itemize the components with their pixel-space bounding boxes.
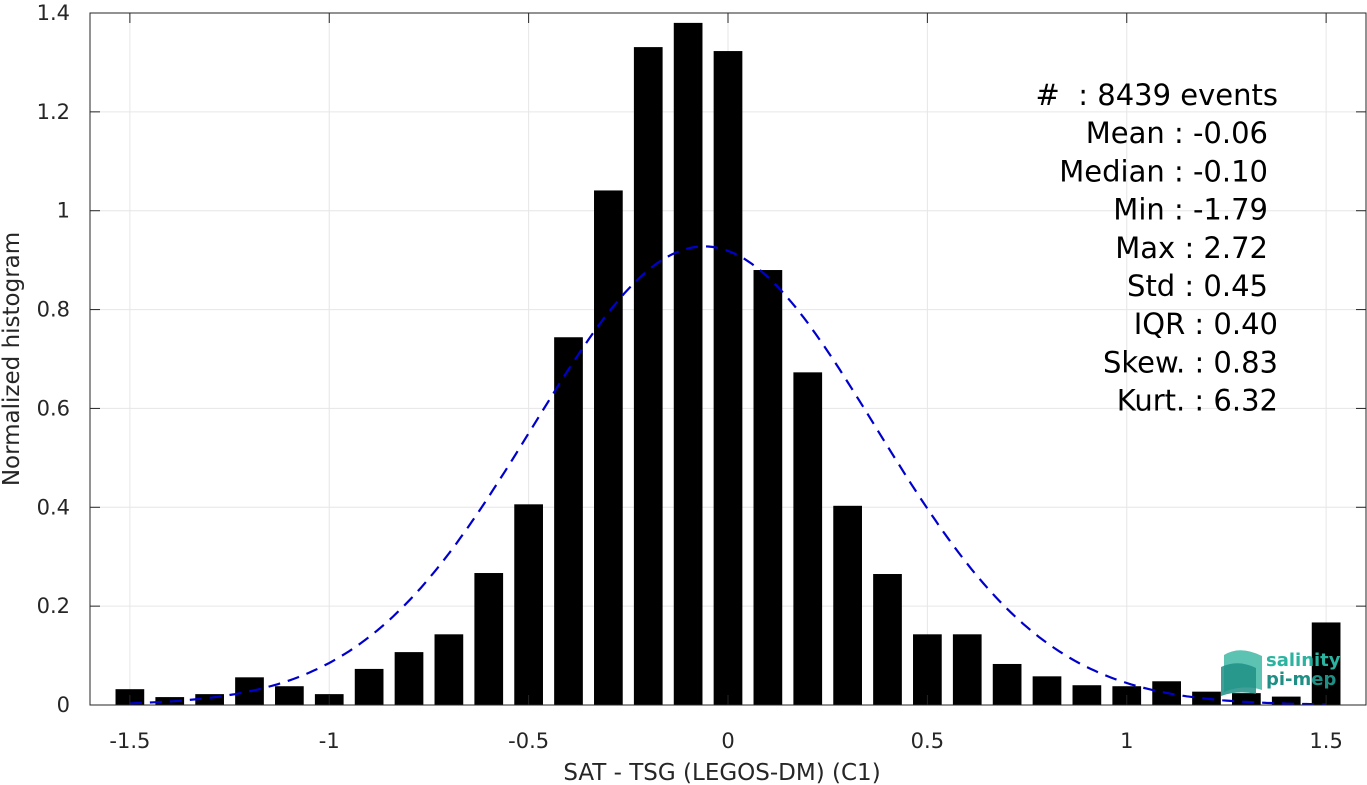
stat-line: # : 8439 events bbox=[1036, 78, 1278, 112]
y-tick-label: 1.4 bbox=[37, 1, 70, 25]
histogram-bar bbox=[1072, 685, 1102, 705]
histogram-bar bbox=[753, 270, 783, 705]
stat-line: Kurt. : 6.32 bbox=[1117, 384, 1278, 418]
y-tick-label: 0 bbox=[57, 693, 70, 717]
histogram-bar bbox=[434, 634, 464, 705]
histogram-bar bbox=[992, 663, 1022, 705]
histogram-bar bbox=[554, 337, 583, 705]
y-axis-label: Normalized histogram bbox=[0, 232, 25, 486]
histogram-bar bbox=[275, 686, 304, 705]
y-tick-label: 0.4 bbox=[37, 495, 70, 519]
y-tick-labels: 0 0.2 0.4 0.6 0.8 1 1.2 1.4 bbox=[37, 1, 70, 717]
stat-line: Mean : -0.06 bbox=[1086, 116, 1268, 150]
histogram-bar bbox=[394, 652, 424, 705]
gaussian-fit-curve bbox=[129, 245, 1327, 706]
logo-line-1: salinity bbox=[1266, 650, 1341, 671]
x-tick-label: 0 bbox=[721, 729, 734, 753]
histogram-bar bbox=[1271, 696, 1301, 705]
y-tick-label: 1 bbox=[57, 199, 70, 223]
histogram-bar bbox=[793, 372, 823, 705]
histogram-bar bbox=[713, 51, 743, 706]
x-axis-label: SAT - TSG (LEGOS-DM) (C1) bbox=[563, 760, 880, 785]
y-tick-label: 1.2 bbox=[37, 100, 70, 124]
histogram-bar bbox=[913, 634, 942, 705]
histogram-bar bbox=[673, 22, 703, 705]
x-tick-label: 1 bbox=[1120, 729, 1133, 753]
y-tick-label: 0.8 bbox=[37, 298, 70, 322]
stat-line: Max : 2.72 bbox=[1115, 231, 1268, 265]
axis-ticks bbox=[90, 12, 1366, 706]
histogram-bar bbox=[1032, 676, 1062, 705]
stat-line: Skew. : 0.83 bbox=[1103, 345, 1278, 379]
x-tick-label: -0.5 bbox=[508, 729, 549, 753]
histogram-bar bbox=[354, 668, 384, 705]
x-tick-labels: -1.5 -1 -0.5 0 0.5 1 1.5 bbox=[109, 729, 1342, 753]
y-tick-label: 0.6 bbox=[37, 396, 70, 420]
x-tick-label: 0.5 bbox=[911, 729, 944, 753]
histogram-bar bbox=[1232, 693, 1261, 705]
histogram-bar bbox=[474, 573, 504, 705]
stat-line: IQR : 0.40 bbox=[1134, 307, 1278, 341]
histogram-bar bbox=[833, 505, 862, 705]
logo-line-2: pi-mep bbox=[1266, 669, 1336, 690]
histogram-bar bbox=[952, 634, 982, 705]
histogram-bar bbox=[633, 47, 663, 705]
x-tick-label: -1.5 bbox=[109, 729, 150, 753]
stat-line: Median : -0.10 bbox=[1059, 154, 1268, 188]
x-tick-label: 1.5 bbox=[1309, 729, 1342, 753]
histogram-bar bbox=[594, 190, 623, 705]
histogram-bar bbox=[514, 504, 543, 705]
x-tick-label: -1 bbox=[319, 729, 340, 753]
logo-wave-icon bbox=[1221, 650, 1262, 696]
statistics-box: # : 8439 events Mean : -0.06 Median : -0.1… bbox=[1036, 78, 1278, 418]
histogram-bar bbox=[873, 574, 902, 705]
histogram-bar bbox=[195, 694, 224, 705]
histogram-bars bbox=[115, 22, 1341, 706]
histogram-bar bbox=[155, 697, 185, 705]
histogram-bar bbox=[1311, 622, 1341, 705]
y-tick-label: 0.2 bbox=[37, 594, 70, 618]
salinity-pi-mep-logo: salinity pi-mep bbox=[1221, 650, 1341, 696]
stat-line: Min : -1.79 bbox=[1113, 193, 1268, 227]
stat-line: Std : 0.45 bbox=[1127, 269, 1268, 303]
